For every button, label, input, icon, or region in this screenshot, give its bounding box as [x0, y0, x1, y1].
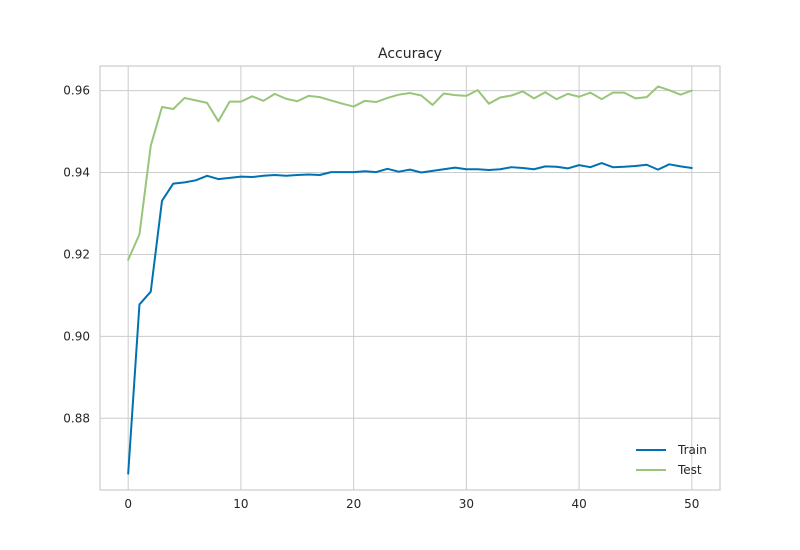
- x-tick-label: 10: [233, 497, 248, 511]
- tick-layer: 0 10 20 30 40 50 0.88 0.90 0.92 0.94 0.96: [63, 84, 699, 511]
- x-tick-label: 0: [124, 497, 132, 511]
- x-tick-label: 20: [346, 497, 361, 511]
- x-tick-label: 30: [459, 497, 474, 511]
- grid-layer: [100, 66, 720, 490]
- series-line-test: [127, 85, 693, 261]
- y-tick-label: 0.88: [63, 411, 90, 425]
- legend-label-test: Test: [677, 463, 702, 477]
- legend: Train Test: [636, 443, 707, 477]
- chart-title: Accuracy: [378, 46, 442, 62]
- plot-frame: [99, 65, 721, 491]
- legend-label-train: Train: [677, 443, 707, 457]
- x-tick-label: 50: [684, 497, 699, 511]
- series-layer: [127, 85, 693, 475]
- y-tick-label: 0.96: [63, 84, 90, 98]
- y-tick-label: 0.94: [63, 166, 90, 180]
- y-tick-label: 0.92: [63, 247, 90, 261]
- series-line-train: [127, 162, 693, 475]
- x-tick-label: 40: [571, 497, 586, 511]
- y-tick-label: 0.90: [63, 329, 90, 343]
